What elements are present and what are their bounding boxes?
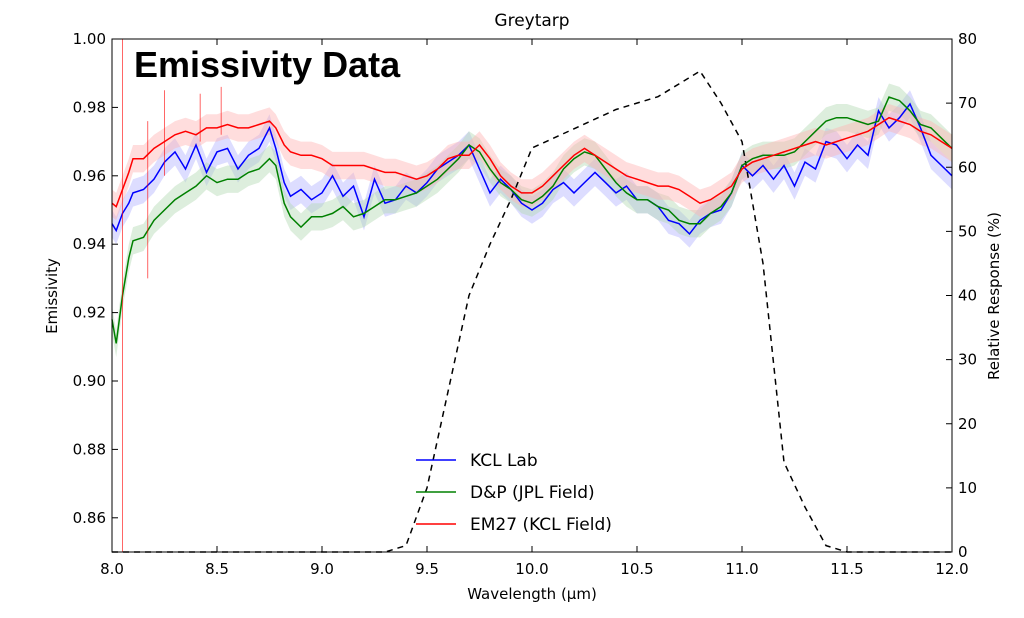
- y-ticks: 0.86 0.88 0.90 0.92 0.94 0.96 0.98 1.00: [73, 30, 118, 527]
- x-tick-label: 11.0: [725, 560, 758, 578]
- y2-tick-label: 30: [958, 351, 977, 369]
- lines: [111, 39, 953, 552]
- y-tick-label: 0.88: [73, 440, 106, 458]
- y2-tick-label: 60: [958, 158, 977, 176]
- x-tick-label: 10.0: [515, 560, 548, 578]
- y2-axis-label: Relative Response (%): [985, 212, 1003, 380]
- series-line-0: [111, 102, 953, 236]
- y-axis-label: Emissivity: [43, 258, 61, 334]
- x-tick-label: 10.5: [620, 560, 653, 578]
- chart-title: Greytarp: [494, 11, 569, 31]
- y-tick-label: 0.98: [73, 98, 106, 116]
- y2-ticks: 0 10 20 30 40 50 60 70 80: [946, 30, 977, 561]
- series-band-1: [112, 83, 952, 358]
- x-tick-label: 12.0: [935, 560, 968, 578]
- legend: KCL Lab D&P (JPL Field) EM27 (KCL Field): [416, 451, 612, 535]
- y2-tick-label: 10: [958, 479, 977, 497]
- overlay-title: Emissivity Data: [134, 44, 401, 85]
- y-tick-label: 0.90: [73, 372, 106, 390]
- y2-tick-label: 40: [958, 287, 977, 305]
- y-tick-label: 0.94: [73, 235, 106, 253]
- x-tick-label: 9.5: [415, 560, 439, 578]
- legend-label: KCL Lab: [470, 451, 538, 471]
- y-tick-label: 1.00: [73, 30, 106, 48]
- x-tick-label: 8.0: [100, 560, 124, 578]
- x-ticks: 8.0 8.5 9.0 9.5 10.0 10.5 11.0 11.5 12.0: [100, 39, 969, 578]
- y-tick-label: 0.86: [73, 509, 106, 527]
- x-tick-label: 9.0: [310, 560, 334, 578]
- y-tick-label: 0.96: [73, 167, 106, 185]
- series-line-3: [112, 70, 952, 553]
- x-tick-label: 11.5: [830, 560, 863, 578]
- y2-tick-label: 0: [958, 543, 968, 561]
- legend-label: D&P (JPL Field): [470, 483, 595, 503]
- y2-series: [112, 70, 952, 553]
- series-band-2: [112, 104, 952, 221]
- y2-tick-label: 20: [958, 415, 977, 433]
- y2-tick-label: 70: [958, 94, 977, 112]
- series-line-1: [111, 96, 953, 344]
- y2-tick-label: 80: [958, 30, 977, 48]
- bands: [112, 83, 952, 358]
- series-line-2: [111, 116, 953, 208]
- x-tick-label: 8.5: [205, 560, 229, 578]
- y-tick-label: 0.92: [73, 304, 106, 322]
- y2-tick-label: 50: [958, 222, 977, 240]
- series-band-0: [112, 90, 952, 248]
- x-axis-label: Wavelength (μm): [467, 585, 597, 603]
- legend-label: EM27 (KCL Field): [470, 515, 612, 535]
